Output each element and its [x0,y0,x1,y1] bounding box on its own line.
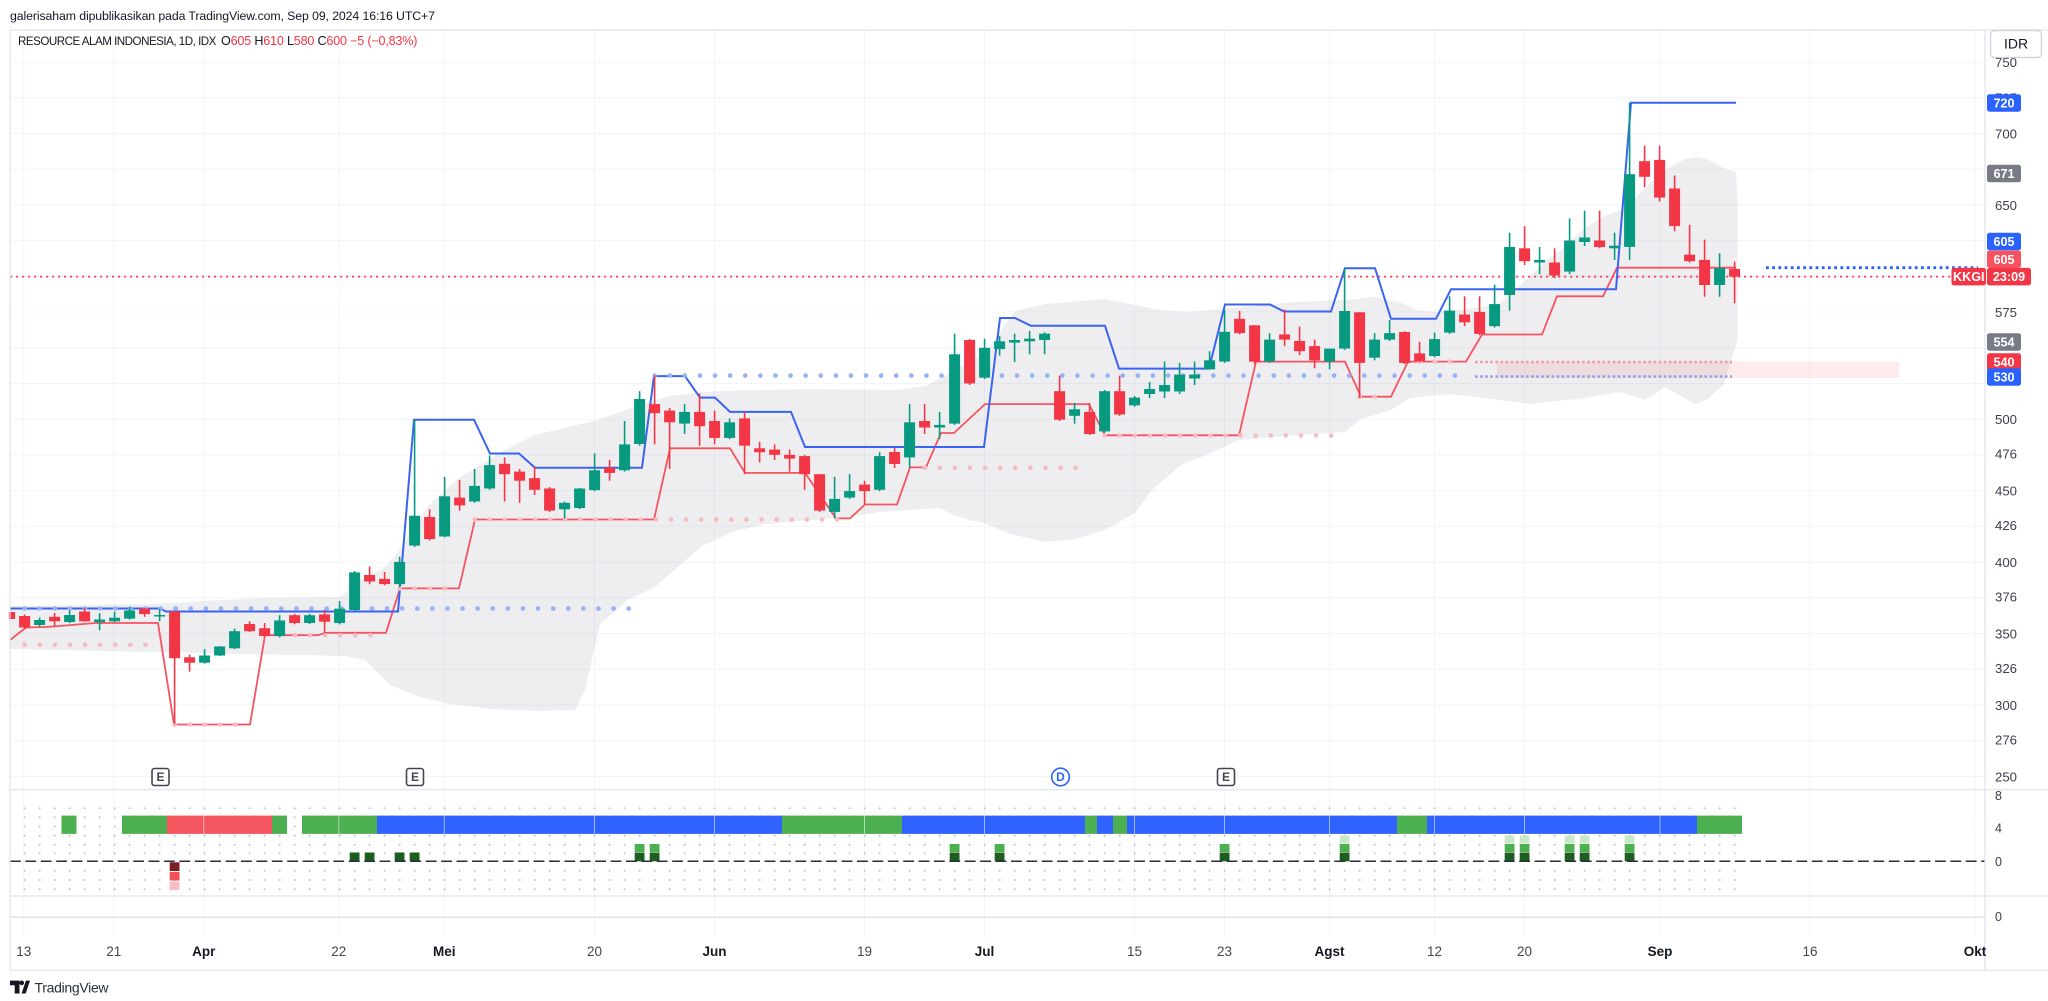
svg-text:554: 554 [1993,336,2014,350]
svg-text:galerisaham dipublikasikan pad: galerisaham dipublikasikan pada TradingV… [10,9,435,23]
svg-text:D: D [1056,770,1065,784]
svg-text:250: 250 [1995,770,2017,785]
svg-text:Mei: Mei [433,944,456,959]
svg-text:22: 22 [331,944,346,959]
svg-text:300: 300 [1995,698,2017,713]
svg-text:E: E [156,770,164,784]
svg-text:O605 H610 L580 C600 −5 (−0,83%: O605 H610 L580 C600 −5 (−0,83%) [221,34,417,48]
svg-text:575: 575 [1995,305,2017,320]
svg-text:E: E [411,770,419,784]
svg-text:Agst: Agst [1315,944,1346,959]
svg-text:RESOURCE ALAM INDONESIA, 1D, I: RESOURCE ALAM INDONESIA, 1D, IDX [18,35,217,48]
svg-text:E: E [1222,770,1230,784]
svg-text:350: 350 [1995,627,2017,642]
svg-text:Jun: Jun [702,944,726,959]
svg-text:23:09: 23:09 [1993,270,2025,284]
svg-text:13: 13 [16,944,31,959]
svg-text:12: 12 [1427,944,1442,959]
svg-text:605: 605 [1993,235,2014,249]
svg-text:400: 400 [1995,555,2017,570]
svg-text:15: 15 [1127,944,1142,959]
svg-text:671: 671 [1993,167,2014,181]
svg-text:4: 4 [1995,822,2002,836]
svg-text:0: 0 [1995,910,2002,924]
svg-text:Jul: Jul [975,944,995,959]
svg-text:0: 0 [1995,855,2002,869]
svg-text:650: 650 [1995,198,2017,213]
svg-text:426: 426 [1995,518,2017,533]
svg-text:720: 720 [1993,97,2014,111]
svg-text:605: 605 [1993,253,2014,267]
svg-text:326: 326 [1995,661,2017,676]
svg-text:20: 20 [1517,944,1532,959]
svg-text:276: 276 [1995,732,2017,747]
svg-text:19: 19 [857,944,872,959]
svg-text:540: 540 [1993,356,2014,370]
svg-text:21: 21 [106,944,121,959]
svg-text:8: 8 [1995,789,2002,803]
svg-text:500: 500 [1995,412,2017,427]
svg-text:IDR: IDR [2004,36,2028,52]
svg-text:KKGI: KKGI [1953,270,1984,284]
svg-text:450: 450 [1995,484,2017,499]
svg-text:Okt: Okt [1964,944,1987,959]
svg-text:Apr: Apr [192,944,216,959]
svg-text:376: 376 [1995,589,2017,604]
svg-text:TradingView: TradingView [35,979,110,995]
svg-text:700: 700 [1995,126,2017,141]
svg-text:16: 16 [1802,944,1817,959]
svg-text:530: 530 [1993,371,2014,385]
svg-text:Sep: Sep [1648,944,1673,959]
svg-text:23: 23 [1217,944,1232,959]
svg-text:476: 476 [1995,447,2017,462]
svg-text:20: 20 [587,944,602,959]
svg-text:750: 750 [1995,55,2017,70]
